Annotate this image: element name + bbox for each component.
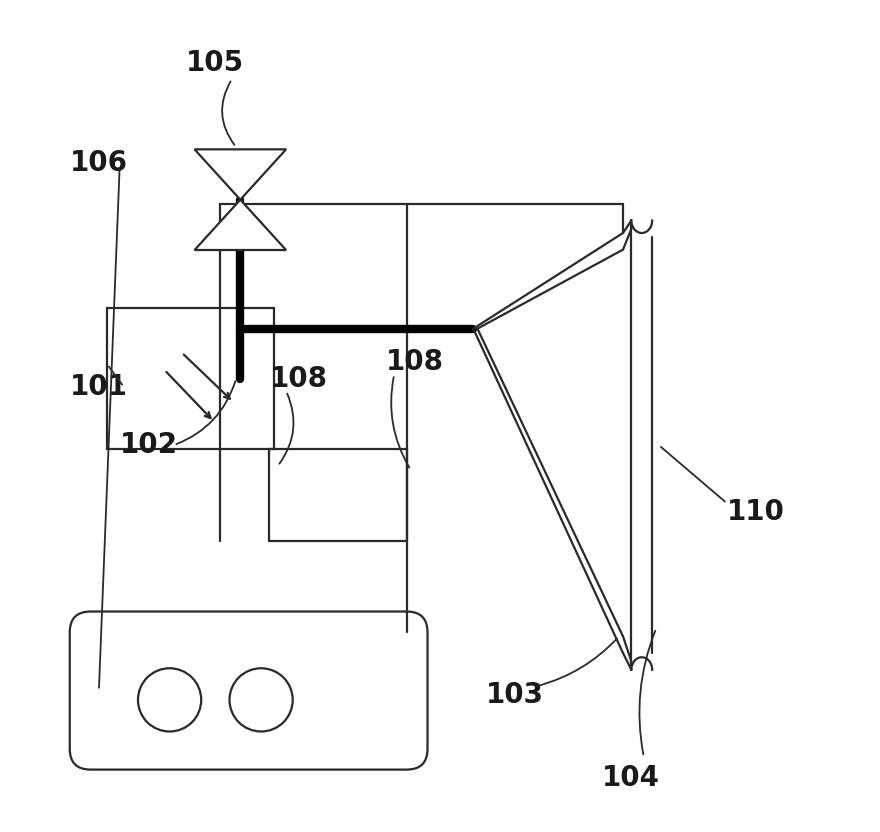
Text: 106: 106 <box>70 149 128 176</box>
Text: 110: 110 <box>727 498 785 526</box>
FancyBboxPatch shape <box>70 612 428 770</box>
Text: 102: 102 <box>120 432 178 459</box>
Text: 104: 104 <box>602 765 660 792</box>
Polygon shape <box>194 200 286 250</box>
Text: 101: 101 <box>70 374 128 401</box>
Text: 108: 108 <box>269 365 327 393</box>
Text: 105: 105 <box>187 49 245 77</box>
Text: 108: 108 <box>386 349 444 376</box>
Polygon shape <box>194 150 286 200</box>
Bar <box>107 308 274 449</box>
Text: 103: 103 <box>486 681 544 709</box>
